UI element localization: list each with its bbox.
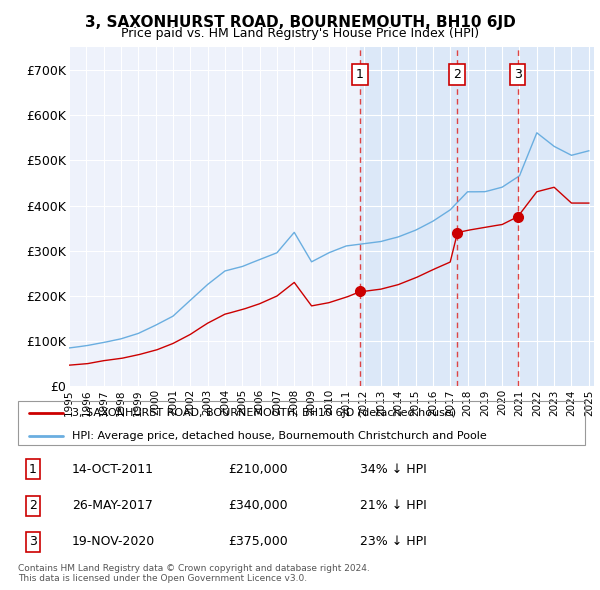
Text: 2: 2 [453, 68, 461, 81]
Text: 14-OCT-2011: 14-OCT-2011 [72, 463, 154, 476]
Text: HPI: Average price, detached house, Bournemouth Christchurch and Poole: HPI: Average price, detached house, Bour… [72, 431, 487, 441]
Text: £210,000: £210,000 [228, 463, 287, 476]
Text: Contains HM Land Registry data © Crown copyright and database right 2024.
This d: Contains HM Land Registry data © Crown c… [18, 563, 370, 583]
Text: 19-NOV-2020: 19-NOV-2020 [72, 535, 155, 548]
Text: 1: 1 [29, 463, 37, 476]
Text: Price paid vs. HM Land Registry's House Price Index (HPI): Price paid vs. HM Land Registry's House … [121, 27, 479, 40]
Text: £340,000: £340,000 [228, 499, 287, 512]
Text: £375,000: £375,000 [228, 535, 288, 548]
Text: 2: 2 [29, 499, 37, 512]
Text: 3, SAXONHURST ROAD, BOURNEMOUTH, BH10 6JD: 3, SAXONHURST ROAD, BOURNEMOUTH, BH10 6J… [85, 15, 515, 30]
Text: 21% ↓ HPI: 21% ↓ HPI [360, 499, 427, 512]
Bar [360, 47, 600, 386]
Text: 23% ↓ HPI: 23% ↓ HPI [360, 535, 427, 548]
Text: 3, SAXONHURST ROAD, BOURNEMOUTH, BH10 6JD (detached house): 3, SAXONHURST ROAD, BOURNEMOUTH, BH10 6J… [72, 408, 456, 418]
Text: 26-MAY-2017: 26-MAY-2017 [72, 499, 153, 512]
Text: 3: 3 [29, 535, 37, 548]
Text: 34% ↓ HPI: 34% ↓ HPI [360, 463, 427, 476]
Text: 3: 3 [514, 68, 521, 81]
Text: 1: 1 [356, 68, 364, 81]
